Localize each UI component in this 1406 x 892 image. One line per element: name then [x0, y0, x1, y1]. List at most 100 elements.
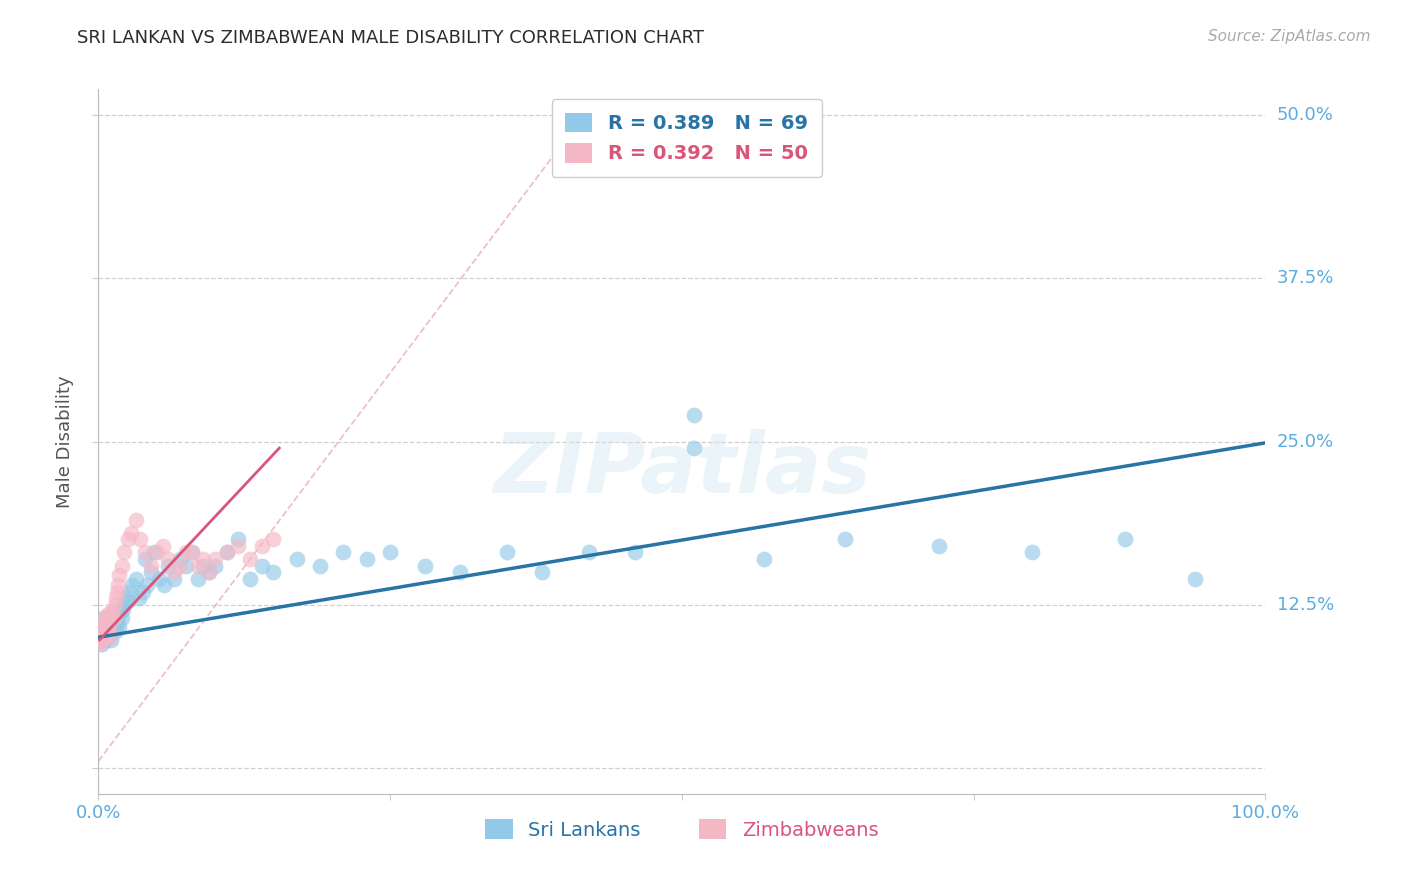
Point	[104, 598, 127, 612]
Point	[93, 630, 115, 644]
Point	[90, 624, 112, 638]
Point	[262, 565, 284, 579]
Point	[180, 545, 202, 559]
Point	[125, 572, 148, 586]
Point	[163, 565, 186, 579]
Point	[110, 604, 132, 618]
Point	[96, 624, 118, 638]
Point	[91, 611, 114, 625]
Point	[90, 637, 112, 651]
Text: ZIPatlas: ZIPatlas	[494, 429, 870, 510]
Point	[97, 607, 120, 621]
Point	[332, 545, 354, 559]
Point	[112, 598, 135, 612]
Point	[163, 572, 186, 586]
Point	[309, 558, 332, 573]
Point	[198, 565, 221, 579]
Point	[530, 565, 553, 579]
Point	[157, 552, 180, 566]
Point	[1021, 545, 1043, 559]
Point	[105, 617, 128, 632]
Point	[111, 558, 134, 573]
Point	[104, 591, 127, 606]
Point	[262, 533, 284, 547]
Point	[103, 621, 125, 635]
Point	[139, 565, 162, 579]
Point	[132, 584, 155, 599]
Point	[89, 624, 111, 638]
Point	[105, 584, 128, 599]
Point	[193, 558, 215, 573]
Point	[752, 552, 775, 566]
Point	[108, 620, 131, 634]
Point	[120, 525, 142, 540]
Point	[239, 572, 262, 586]
Point	[228, 533, 250, 547]
Point	[101, 604, 124, 618]
Point	[148, 572, 170, 586]
Point	[928, 539, 950, 553]
Point	[215, 545, 238, 559]
Point	[380, 545, 402, 559]
Point	[96, 628, 118, 642]
Point	[496, 545, 519, 559]
Point	[250, 539, 273, 553]
Point	[578, 545, 600, 559]
Point	[96, 615, 118, 629]
Point	[204, 558, 226, 573]
Point	[413, 558, 436, 573]
Point	[143, 545, 166, 559]
Point	[228, 539, 250, 553]
Point	[449, 565, 471, 579]
Point	[90, 632, 112, 647]
Text: 25.0%: 25.0%	[1277, 433, 1334, 450]
Point	[152, 578, 174, 592]
Point	[93, 620, 115, 634]
Point	[128, 591, 150, 606]
Point	[121, 578, 143, 592]
Text: 50.0%: 50.0%	[1277, 106, 1333, 124]
Point	[97, 624, 120, 638]
Point	[97, 617, 120, 632]
Point	[117, 533, 139, 547]
Point	[107, 578, 129, 592]
Point	[1184, 572, 1206, 586]
Point	[239, 552, 262, 566]
Point	[111, 611, 134, 625]
Point	[682, 441, 704, 455]
Point	[107, 611, 129, 625]
Point	[187, 558, 209, 573]
Point	[174, 545, 197, 559]
Point	[198, 565, 221, 579]
Text: Source: ZipAtlas.com: Source: ZipAtlas.com	[1208, 29, 1371, 44]
Point	[104, 607, 127, 621]
Point	[94, 611, 117, 625]
Point	[98, 620, 121, 634]
Point	[356, 552, 378, 566]
Point	[215, 545, 238, 559]
Point	[152, 539, 174, 553]
Point	[117, 593, 139, 607]
Point	[187, 572, 209, 586]
Point	[111, 601, 134, 615]
Point	[682, 409, 704, 423]
Text: 12.5%: 12.5%	[1277, 596, 1334, 614]
Point	[193, 552, 215, 566]
Point	[108, 567, 131, 582]
Point	[97, 620, 120, 634]
Point	[97, 611, 120, 625]
Point	[134, 552, 156, 566]
Point	[100, 607, 122, 621]
Point	[136, 578, 159, 592]
Point	[129, 533, 152, 547]
Point	[91, 624, 114, 638]
Point	[834, 533, 856, 547]
Point	[98, 611, 121, 625]
Point	[90, 617, 112, 632]
Point	[103, 611, 125, 625]
Point	[112, 545, 135, 559]
Point	[101, 615, 124, 629]
Point	[90, 630, 112, 644]
Point	[139, 558, 162, 573]
Point	[204, 552, 226, 566]
